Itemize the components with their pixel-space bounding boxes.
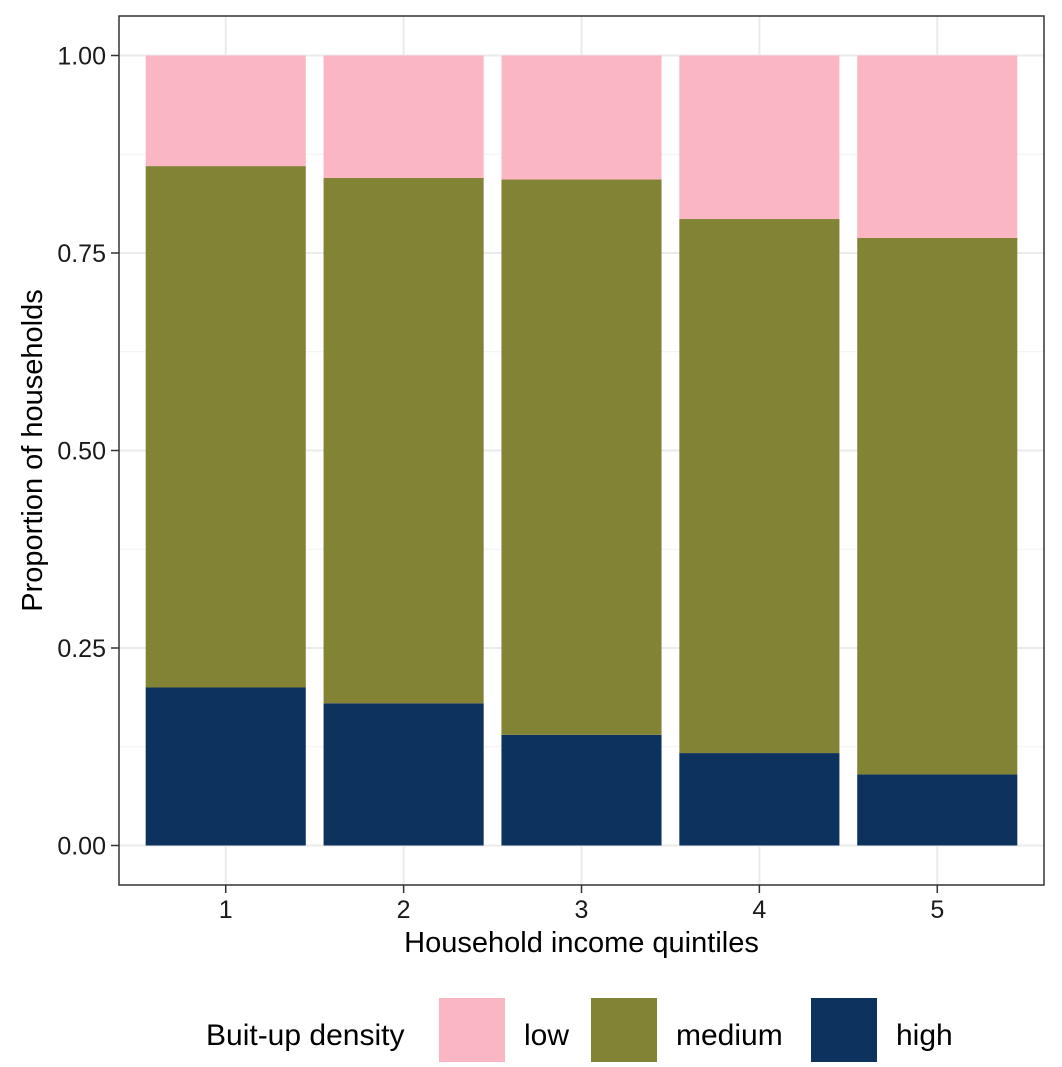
legend-title: Buit-up density: [206, 1019, 404, 1052]
bar-segment-high-3: [501, 734, 662, 846]
bar-segment-high-2: [323, 703, 484, 846]
legend-key-high: [811, 998, 877, 1062]
axes-layer: 0.00 0.25 0.50 0.75 1.00 1 2 3 4 5: [57, 43, 944, 925]
y-axis-title: Proportion of households: [17, 289, 49, 611]
y-tick-label: 0.75: [57, 240, 106, 268]
bar-segment-medium-1: [145, 166, 306, 688]
bar-segment-high-4: [679, 753, 840, 846]
x-tick-label: 4: [752, 896, 766, 924]
y-tick-label: 0.50: [57, 438, 106, 466]
bar-segment-low-4: [679, 55, 840, 220]
bar-segment-medium-2: [323, 177, 484, 704]
legend-label-high: high: [896, 1019, 953, 1052]
bar-segment-low-3: [501, 55, 662, 180]
bar-segment-high-1: [145, 687, 306, 846]
legend-key-medium: [591, 998, 657, 1062]
x-tick-label: 3: [575, 896, 589, 924]
legend-key-low: [439, 998, 505, 1062]
y-tick-label: 0.00: [57, 833, 106, 861]
bar-segment-low-5: [857, 55, 1018, 238]
bar-segment-medium-5: [857, 237, 1018, 775]
bars-layer: [145, 55, 1018, 846]
x-tick-label: 2: [397, 896, 411, 924]
x-axis-title: Household income quintiles: [404, 927, 759, 959]
bar-segment-medium-3: [501, 179, 662, 735]
bar-segment-medium-4: [679, 219, 840, 754]
x-tick-label: 1: [219, 896, 233, 924]
x-tick-label: 5: [930, 896, 944, 924]
bar-segment-low-1: [145, 55, 306, 167]
y-tick-label: 0.25: [57, 635, 106, 663]
y-tick-label: 1.00: [57, 43, 106, 71]
legend-label-low: low: [524, 1019, 569, 1052]
legend: Buit-up density low medium high: [206, 998, 953, 1062]
bar-segment-low-2: [323, 55, 484, 178]
bar-segment-high-5: [857, 774, 1018, 846]
legend-label-medium: medium: [676, 1019, 783, 1052]
